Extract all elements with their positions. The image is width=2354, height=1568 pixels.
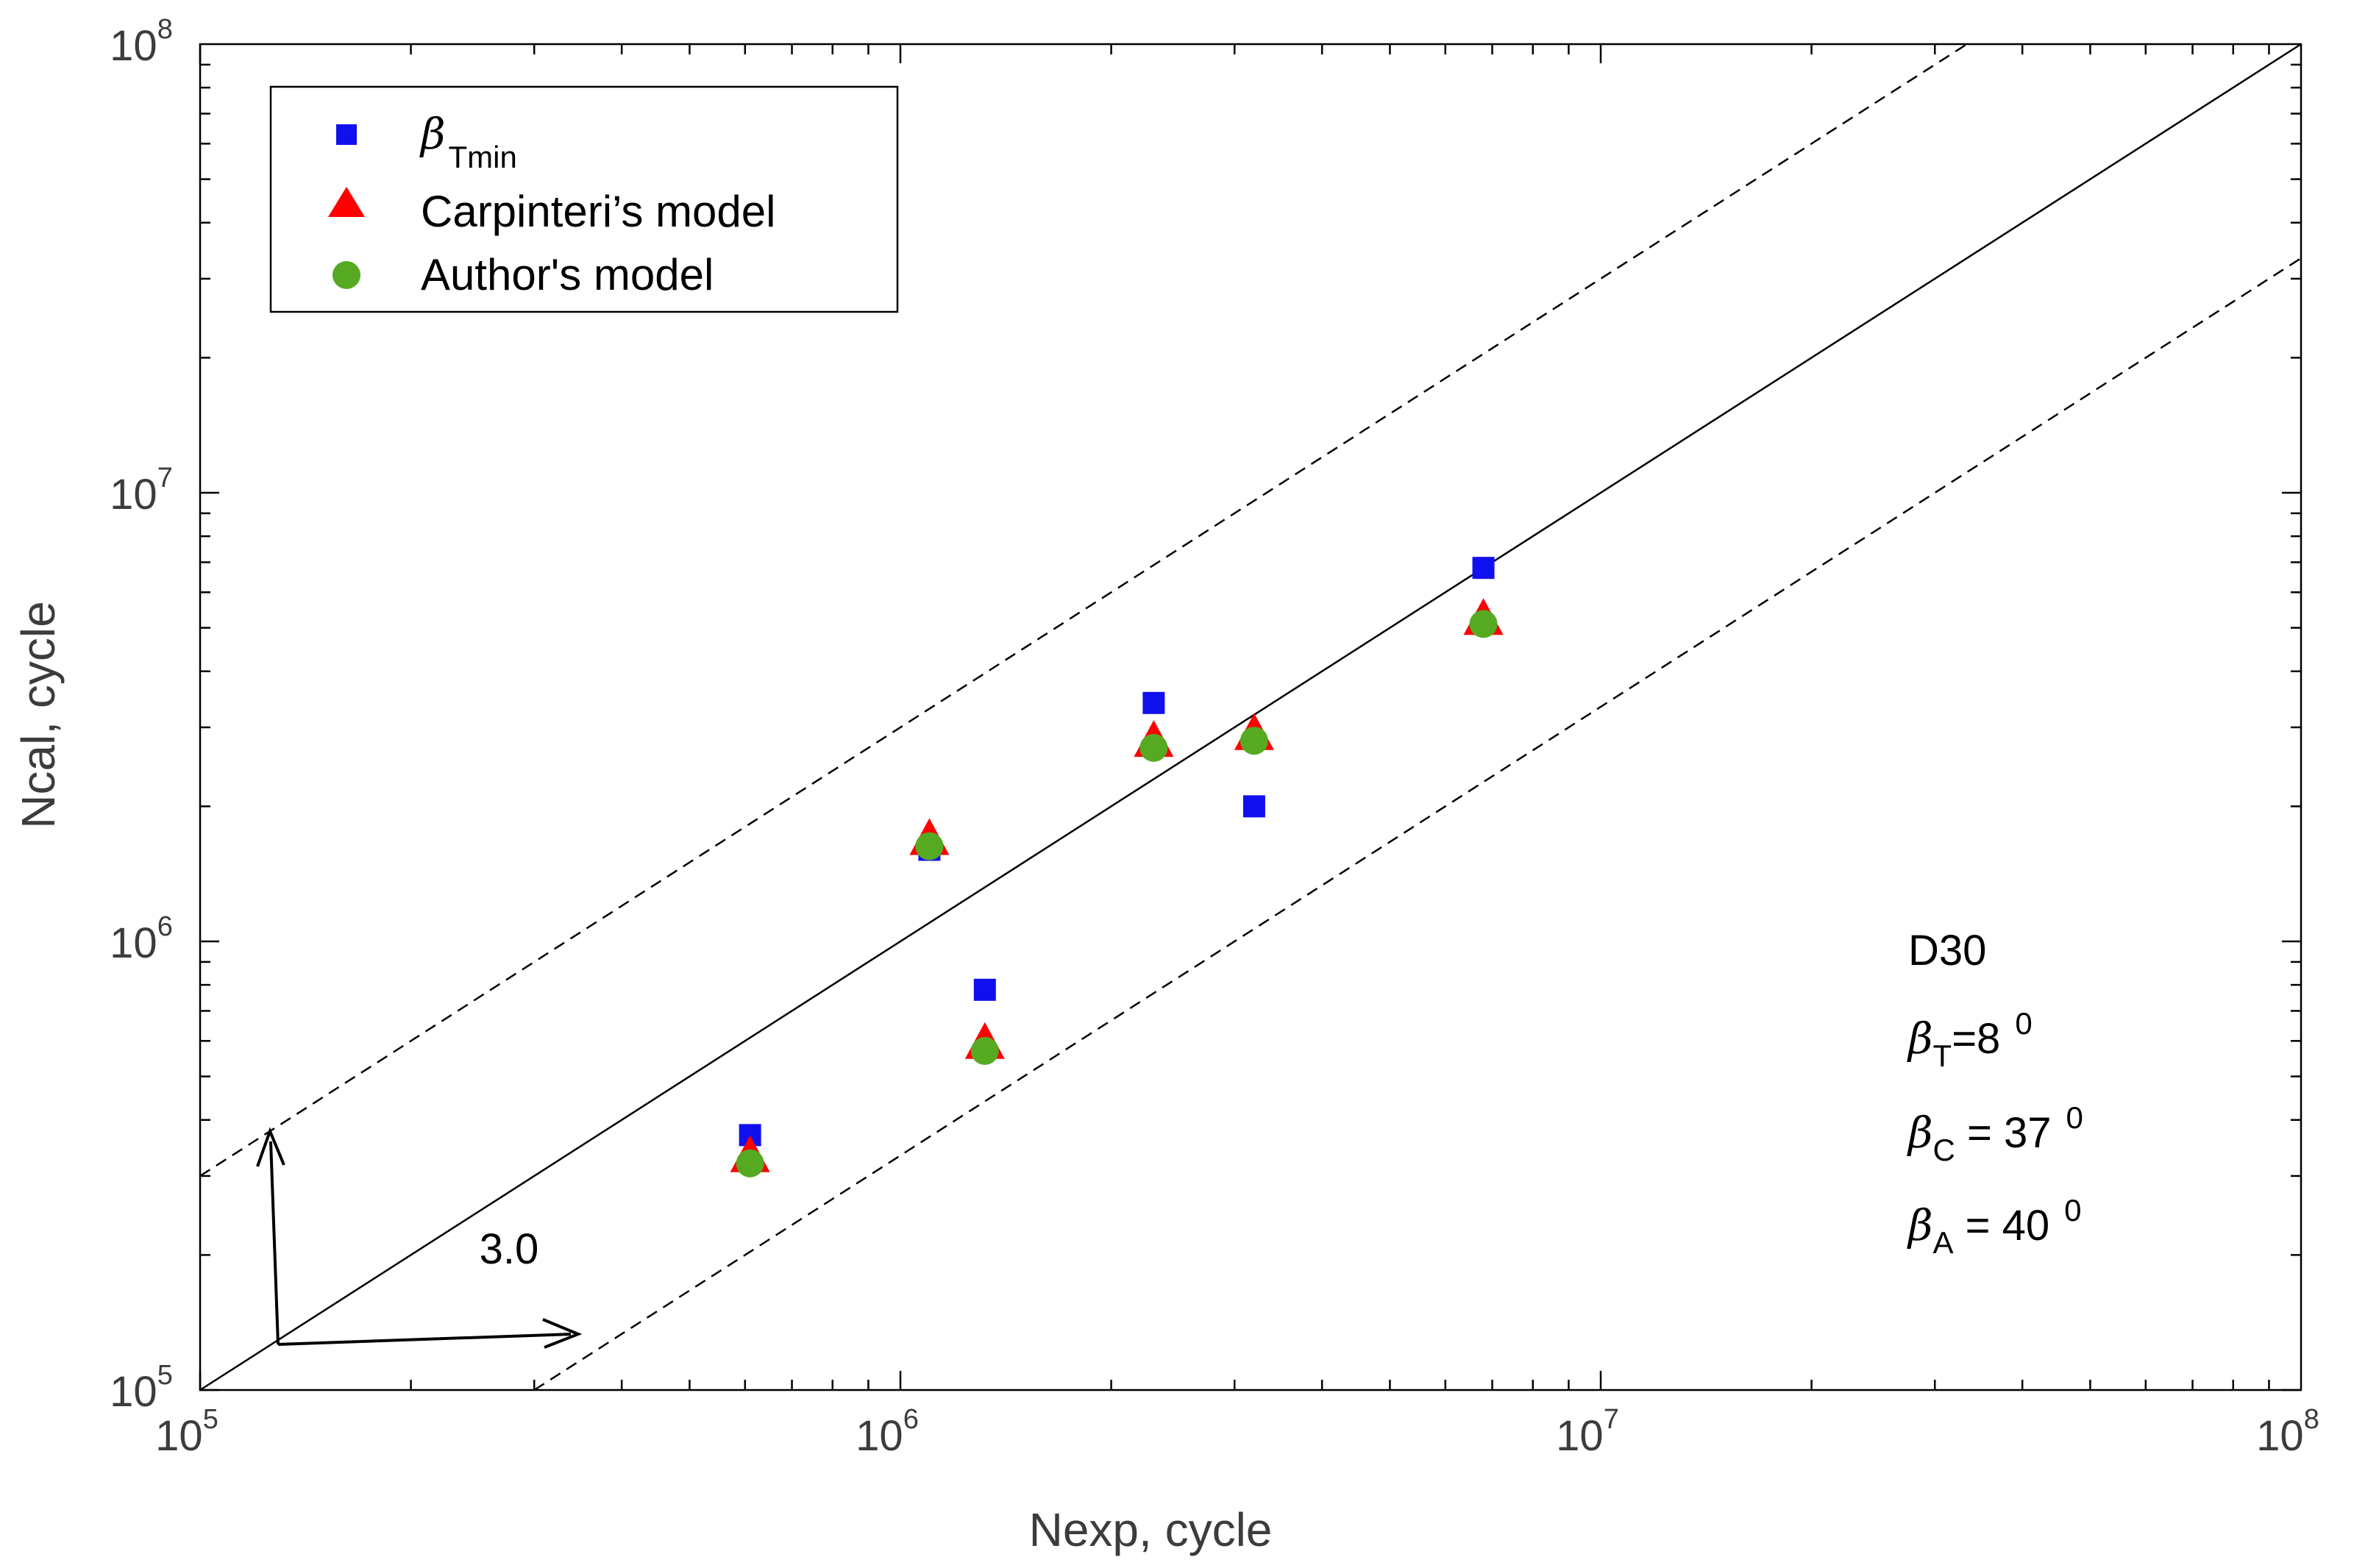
legend-box xyxy=(269,85,899,313)
data-point-circle xyxy=(1469,610,1498,638)
x-tick-label-exponent: 6 xyxy=(903,1404,919,1435)
beta-c-symbol: β xyxy=(1907,1108,1933,1158)
y-tick-label-base: 10 xyxy=(110,22,157,70)
x-tick-label: 107 xyxy=(1556,1404,1619,1460)
y-tick-label-exponent: 6 xyxy=(157,911,173,942)
legend: βTmin Carpinteri’s model Author's model xyxy=(269,85,899,313)
specimen-annotation: D30 βT=8 0 βC = 37 0 βA = 40 0 xyxy=(1907,927,2083,1260)
legend-marker-circle xyxy=(333,261,360,289)
x-tick-label: 105 xyxy=(155,1404,218,1460)
reference-line xyxy=(199,43,1968,1177)
data-point-square xyxy=(973,978,996,1001)
axis-ticks xyxy=(199,44,2301,1391)
data-point-circle xyxy=(736,1149,764,1177)
scatter-band-label: 3.0 xyxy=(480,1225,539,1273)
y-tick-label-base: 10 xyxy=(110,471,157,518)
y-tick-label-exponent: 8 xyxy=(157,14,173,45)
beta-c-subscript: C xyxy=(1933,1133,1955,1167)
y-tick-label: 108 xyxy=(110,14,173,70)
scatter-band-arrows xyxy=(256,1127,583,1349)
data-point-square xyxy=(1142,691,1165,714)
x-tick-label-base: 10 xyxy=(1556,1412,1604,1460)
beta-a-symbol: β xyxy=(1907,1200,1933,1250)
legend-beta-symbol: β xyxy=(419,109,446,159)
x-tick-label-exponent: 8 xyxy=(2304,1404,2319,1435)
legend-label-carpinteri: Carpinteri’s model xyxy=(421,187,775,236)
x-axis-title: Nexp, cycle xyxy=(1029,1503,1273,1556)
reference-lines xyxy=(199,43,2302,1391)
y-tick-label-base: 10 xyxy=(110,919,157,967)
y-tick-label: 107 xyxy=(110,463,173,518)
angle-beta-t: βT=8 0 xyxy=(1907,1006,2033,1073)
legend-label-beta-tmin: βTmin xyxy=(419,109,517,174)
beta-c-degree: 0 xyxy=(2066,1100,2083,1135)
y-tick-label: 106 xyxy=(110,911,173,967)
x-tick-label: 108 xyxy=(2256,1404,2319,1460)
data-markers xyxy=(730,557,1504,1177)
beta-a-subscript: A xyxy=(1933,1225,1954,1260)
x-tick-label-exponent: 7 xyxy=(1604,1404,1619,1435)
x-tick-label-exponent: 5 xyxy=(203,1404,218,1435)
specimen-label: D30 xyxy=(1908,927,1986,974)
data-point-square xyxy=(1472,557,1495,580)
beta-t-degree: 0 xyxy=(2015,1006,2032,1041)
beta-t-symbol: β xyxy=(1907,1013,1933,1063)
vertical-arrow-shaft xyxy=(269,1141,280,1345)
x-tick-label-base: 10 xyxy=(2256,1412,2304,1460)
legend-marker-square xyxy=(336,124,357,145)
y-axis-title: Ncal, cycle xyxy=(12,601,65,828)
horizontal-arrow-head xyxy=(542,1318,583,1349)
angle-beta-c: βC = 37 0 xyxy=(1907,1100,2083,1167)
data-point-circle xyxy=(1139,733,1168,762)
beta-c-value: = 37 xyxy=(1955,1109,2052,1157)
beta-t-value: =8 xyxy=(1952,1015,2000,1063)
reference-line xyxy=(199,43,2302,1391)
horizontal-arrow-shaft xyxy=(277,1333,572,1346)
beta-a-value: = 40 xyxy=(1954,1202,2050,1250)
data-point-square xyxy=(1242,795,1265,818)
beta-t-subscript: T xyxy=(1933,1038,1952,1073)
legend-marker-triangle xyxy=(328,187,365,217)
beta-a-degree: 0 xyxy=(2064,1193,2081,1227)
legend-label-author: Author's model xyxy=(421,250,714,299)
x-tick-label: 106 xyxy=(856,1404,919,1460)
angle-beta-a: βA = 40 0 xyxy=(1907,1193,2082,1260)
y-tick-label-exponent: 7 xyxy=(157,463,173,493)
y-tick-label-exponent: 5 xyxy=(157,1360,173,1391)
legend-beta-subscript: Tmin xyxy=(449,140,517,174)
data-point-circle xyxy=(970,1036,999,1065)
vertical-arrow-head xyxy=(256,1127,285,1167)
y-tick-label-base: 10 xyxy=(110,1368,157,1416)
reference-line xyxy=(533,257,2302,1391)
x-tick-label-base: 10 xyxy=(856,1412,903,1460)
x-tick-label-base: 10 xyxy=(155,1412,203,1460)
data-point-circle xyxy=(1240,727,1268,755)
data-point-circle xyxy=(915,832,944,860)
y-tick-label: 105 xyxy=(110,1360,173,1416)
plot-area-frame xyxy=(199,43,2303,1391)
